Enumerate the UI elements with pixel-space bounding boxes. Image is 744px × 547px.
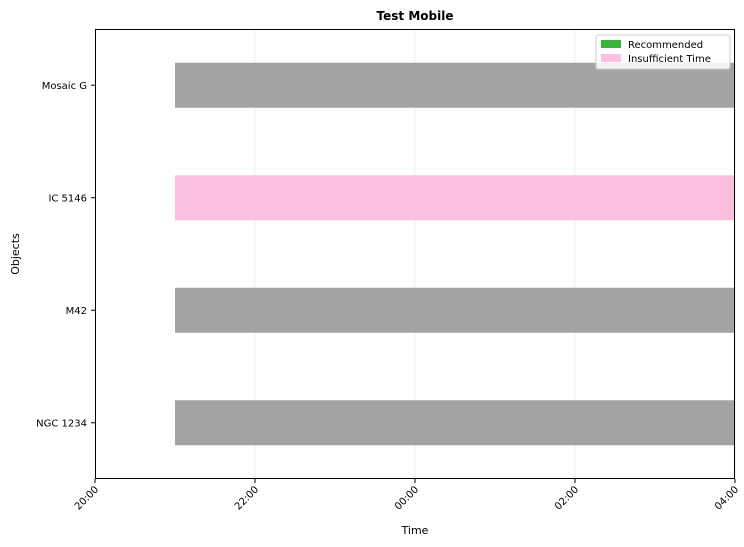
y-tick-label: M42 [66, 306, 87, 317]
legend-swatch [601, 54, 621, 62]
y-tick-label: IC 5146 [48, 193, 87, 204]
x-tick-label: 20:00 [73, 484, 101, 512]
bars [175, 62, 735, 446]
x-tick-label: 02:00 [553, 484, 581, 512]
legend: Recommended Insufficient Time [595, 34, 731, 70]
y-axis-label: Objects [9, 233, 22, 275]
x-tick-label: 04:00 [713, 484, 741, 512]
legend-box [595, 34, 731, 70]
plot-frame [95, 29, 735, 479]
y-tick-label: Mosaic G [42, 81, 87, 92]
bar [175, 287, 735, 333]
legend-label: Insufficient Time [628, 54, 711, 65]
legend-swatch [601, 40, 621, 48]
x-tick-label: 00:00 [393, 484, 421, 512]
y-axis-ticks: NGC 1234 M42 IC 5146 Mosaic G [36, 81, 95, 429]
x-axis-label: Time [401, 524, 429, 537]
bar [175, 400, 735, 446]
x-tick-label: 22:00 [233, 484, 261, 512]
legend-label: Recommended [628, 40, 703, 51]
chart-title: Test Mobile [377, 9, 454, 23]
y-tick-label: NGC 1234 [36, 418, 87, 429]
x-axis-ticks: 20:00 22:00 00:00 02:00 04:00 [73, 479, 741, 513]
bar [175, 62, 735, 108]
bar [175, 175, 735, 221]
